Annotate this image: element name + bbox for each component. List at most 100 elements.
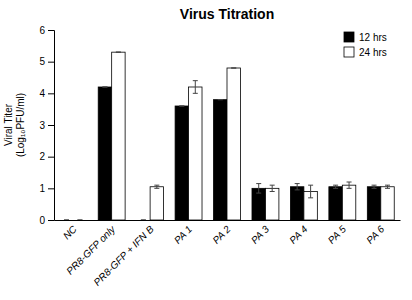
- error-cap: [347, 188, 352, 189]
- error-cap: [270, 191, 275, 192]
- legend-label: 12 hrs: [359, 32, 387, 43]
- error-bar: [218, 99, 223, 100]
- error-cap: [64, 220, 69, 221]
- chart: 0123456NCPR8-GFP onlyPR8-GFP + IFN BPA 1…: [0, 0, 412, 300]
- error-bar: [385, 185, 390, 188]
- y-tick-label: 1: [39, 183, 45, 194]
- y-tick-label: 5: [39, 56, 45, 67]
- bar: [150, 187, 163, 220]
- error-cap: [141, 220, 146, 221]
- bar: [98, 87, 111, 220]
- error-stem: [297, 184, 298, 190]
- x-tick-label: PA 5: [326, 223, 349, 246]
- y-tick-mark: [48, 125, 54, 126]
- x-tick: PA 4: [287, 223, 310, 246]
- error-cap: [179, 106, 184, 107]
- y-tick-label: 3: [39, 120, 45, 131]
- error-bar: [333, 185, 338, 188]
- error-bar: [193, 81, 198, 94]
- x-tick: PR8-GFP + IFN B: [91, 223, 156, 288]
- error-cap: [231, 68, 236, 69]
- x-tick: PA 1: [172, 224, 194, 246]
- error-cap: [385, 185, 390, 186]
- y-tick-mark: [48, 62, 54, 63]
- bar: [60, 220, 73, 221]
- error-cap: [295, 183, 300, 184]
- error-cap: [154, 188, 159, 189]
- error-bar: [308, 185, 313, 198]
- error-cap: [385, 188, 390, 189]
- error-cap: [77, 220, 82, 221]
- y-axis-title: Viral Titer: [3, 103, 14, 146]
- error-cap: [102, 87, 107, 88]
- y-tick-label: 6: [39, 25, 45, 36]
- bar: [227, 68, 240, 220]
- error-cap: [116, 52, 121, 53]
- error-cap: [77, 220, 82, 221]
- bar: [290, 187, 303, 220]
- error-cap: [295, 189, 300, 190]
- x-tick: PA 2: [210, 223, 233, 246]
- error-cap: [218, 99, 223, 100]
- error-bar: [295, 184, 300, 190]
- error-stem: [195, 81, 196, 94]
- error-cap: [270, 185, 275, 186]
- error-cap: [256, 183, 261, 184]
- x-tick: PA 5: [326, 223, 349, 246]
- error-stem: [310, 185, 311, 198]
- bar: [189, 87, 202, 220]
- error-stem: [349, 182, 350, 188]
- error-cap: [372, 185, 377, 186]
- y-tick: 1: [39, 183, 54, 194]
- bar: [73, 220, 86, 221]
- error-cap: [347, 182, 352, 183]
- error-bar: [64, 220, 69, 221]
- legend-label: 24 hrs: [359, 47, 387, 58]
- error-bar: [231, 68, 236, 69]
- error-bar: [270, 185, 275, 191]
- y-tick-label: 4: [39, 88, 45, 99]
- error-bar: [102, 87, 107, 88]
- x-tick-label: PA 6: [364, 223, 387, 246]
- x-tick: PA 6: [364, 223, 387, 246]
- error-cap: [308, 197, 313, 198]
- error-cap: [256, 193, 261, 194]
- y-tick: 6: [39, 25, 54, 36]
- legend-item: 24 hrs: [344, 47, 387, 58]
- x-tick-label: NC: [61, 223, 80, 242]
- bar: [175, 106, 188, 220]
- x-axis: NCPR8-GFP onlyPR8-GFP + IFN BPA 1PA 2PA …: [55, 221, 401, 288]
- legend-swatch: [344, 32, 354, 42]
- x-tick-label: PA 3: [249, 223, 272, 246]
- bar: [342, 185, 355, 220]
- plot: 0123456NCPR8-GFP onlyPR8-GFP + IFN BPA 1…: [39, 25, 400, 288]
- y-tick: 5: [39, 56, 54, 67]
- bar: [329, 187, 342, 220]
- error-cap: [372, 188, 377, 189]
- x-tick-label: PA 2: [210, 223, 233, 246]
- error-stem: [258, 184, 259, 194]
- bar: [265, 188, 278, 220]
- error-bar: [116, 52, 121, 53]
- y-axis-title: (Log₁₀PFU/ml): [15, 93, 26, 157]
- y-tick: 0: [39, 215, 54, 226]
- error-cap: [333, 185, 338, 186]
- series: [77, 52, 394, 220]
- x-tick: PA 3: [249, 223, 272, 246]
- x-tick: NC: [61, 223, 80, 242]
- y-tick-label: 0: [39, 215, 45, 226]
- y-tick: 3: [39, 120, 54, 131]
- bar: [252, 188, 265, 220]
- error-bar: [256, 184, 261, 194]
- error-bar: [179, 106, 184, 107]
- bar: [214, 100, 227, 220]
- error-cap: [64, 220, 69, 221]
- error-cap: [116, 52, 121, 53]
- legend-swatch: [344, 47, 354, 57]
- y-tick: 4: [39, 88, 54, 99]
- legend-item: 12 hrs: [344, 32, 387, 43]
- bar: [112, 52, 125, 220]
- error-cap: [154, 185, 159, 186]
- x-tick-label: PA 1: [172, 224, 194, 246]
- error-stem: [272, 185, 273, 191]
